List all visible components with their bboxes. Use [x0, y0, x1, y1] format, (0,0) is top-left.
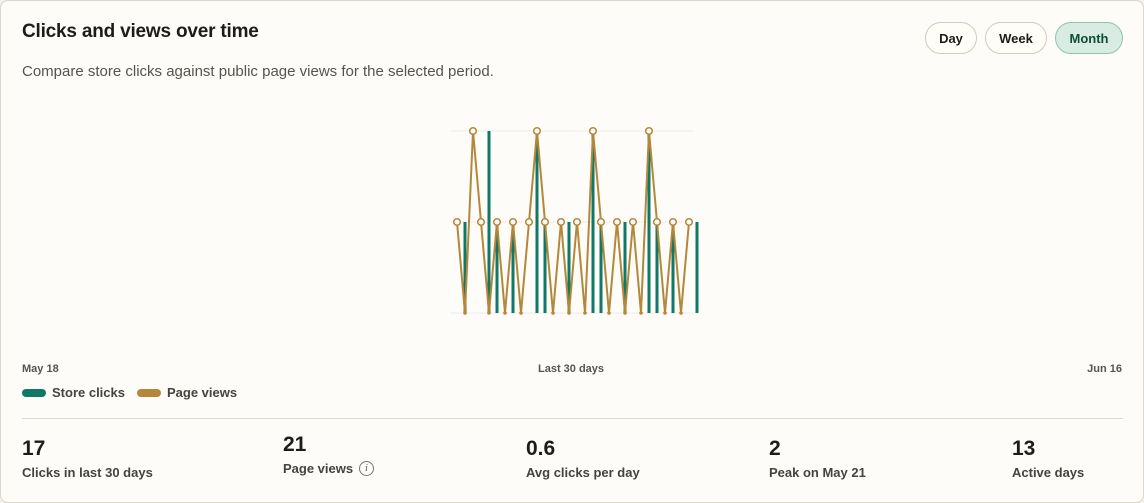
- point-page-views: [607, 311, 611, 315]
- period-day-button[interactable]: Day: [925, 22, 977, 54]
- point-page-views: [612, 217, 622, 227]
- bar-store-clicks: [535, 131, 539, 313]
- point-page-views: [623, 311, 627, 315]
- stat-clicks: 17 Clicks in last 30 days: [22, 437, 153, 480]
- point-page-views: [644, 126, 654, 136]
- legend-swatch-page-views: [137, 388, 161, 397]
- stat-clicks-label: Clicks in last 30 days: [22, 465, 153, 480]
- point-page-views: [519, 311, 523, 315]
- legend-swatch-store-clicks: [22, 388, 46, 397]
- point-page-views: [596, 217, 606, 227]
- point-page-views: [551, 311, 555, 315]
- stat-page-views-value: 21: [283, 433, 307, 456]
- point-page-views: [572, 217, 582, 227]
- bar-store-clicks: [671, 222, 675, 313]
- period-week-button[interactable]: Week: [985, 22, 1047, 54]
- legend-store-clicks[interactable]: Store clicks: [22, 385, 125, 400]
- clicks-views-chart: [451, 126, 699, 315]
- point-page-views: [679, 311, 683, 315]
- bar-store-clicks: [623, 222, 627, 313]
- point-page-views: [588, 126, 598, 136]
- stat-peak-value: 2: [769, 437, 781, 460]
- bar-store-clicks: [655, 222, 659, 313]
- stat-page-views-label-row: Page views i: [283, 461, 375, 476]
- point-page-views: [476, 217, 486, 227]
- stat-avg-clicks: 0.6 Avg clicks per day: [526, 437, 640, 480]
- x-axis-center-label: Last 30 days: [538, 363, 605, 375]
- info-icon[interactable]: i: [359, 461, 375, 476]
- line-page-views: [456, 130, 690, 314]
- bar-store-clicks: [463, 222, 467, 313]
- point-page-views: [492, 217, 502, 227]
- point-page-views: [487, 311, 491, 315]
- bar-store-clicks: [599, 222, 603, 313]
- point-page-views: [468, 126, 478, 136]
- bar-store-clicks: [511, 222, 515, 313]
- x-axis-end-label: Jun 16: [1087, 363, 1122, 375]
- bar-store-clicks: [487, 131, 491, 313]
- legend-page-views[interactable]: Page views: [137, 385, 237, 400]
- period-month-button[interactable]: Month: [1055, 22, 1123, 54]
- x-axis-start-label: May 18: [22, 363, 59, 375]
- stat-active-days-label: Active days: [1012, 465, 1085, 480]
- bar-store-clicks: [695, 222, 699, 313]
- stat-peak-label: Peak on May 21: [769, 465, 866, 480]
- chart-legend: Store clicks Page views: [22, 385, 237, 400]
- stat-page-views: 21 Page views i: [283, 433, 375, 476]
- bar-store-clicks: [647, 131, 651, 313]
- stat-avg-clicks-value: 0.6: [526, 437, 556, 460]
- period-selector: Day Week Month: [925, 22, 1123, 54]
- bar-store-clicks: [591, 131, 595, 313]
- point-page-views: [628, 217, 638, 227]
- point-page-views: [567, 311, 571, 315]
- bar-store-clicks: [543, 222, 547, 313]
- stat-avg-clicks-label: Avg clicks per day: [526, 465, 640, 480]
- point-page-views: [639, 311, 643, 315]
- legend-label-page-views: Page views: [167, 385, 238, 400]
- point-page-views: [463, 311, 467, 315]
- point-page-views: [503, 311, 507, 315]
- legend-label-store-clicks: Store clicks: [52, 385, 125, 400]
- stat-clicks-value: 17: [22, 437, 46, 460]
- card-title: Clicks and views over time: [22, 21, 259, 42]
- point-page-views: [556, 217, 566, 227]
- stats-divider: [22, 418, 1123, 419]
- stat-page-views-label: Page views: [283, 461, 354, 476]
- point-page-views: [508, 217, 518, 227]
- stat-peak: 2 Peak on May 21: [769, 437, 866, 480]
- point-page-views: [684, 217, 694, 227]
- bar-store-clicks: [495, 222, 499, 313]
- point-page-views: [524, 217, 534, 227]
- point-page-views: [452, 217, 462, 227]
- point-page-views: [663, 311, 667, 315]
- point-page-views: [532, 126, 542, 136]
- stat-active-days: 13 Active days: [1012, 437, 1084, 480]
- point-page-views: [652, 217, 662, 227]
- point-page-views: [540, 217, 550, 227]
- card-subtitle: Compare store clicks against public page…: [22, 63, 494, 80]
- point-page-views: [668, 217, 678, 227]
- point-page-views: [583, 311, 587, 315]
- stat-active-days-value: 13: [1012, 437, 1036, 460]
- bar-store-clicks: [567, 222, 571, 313]
